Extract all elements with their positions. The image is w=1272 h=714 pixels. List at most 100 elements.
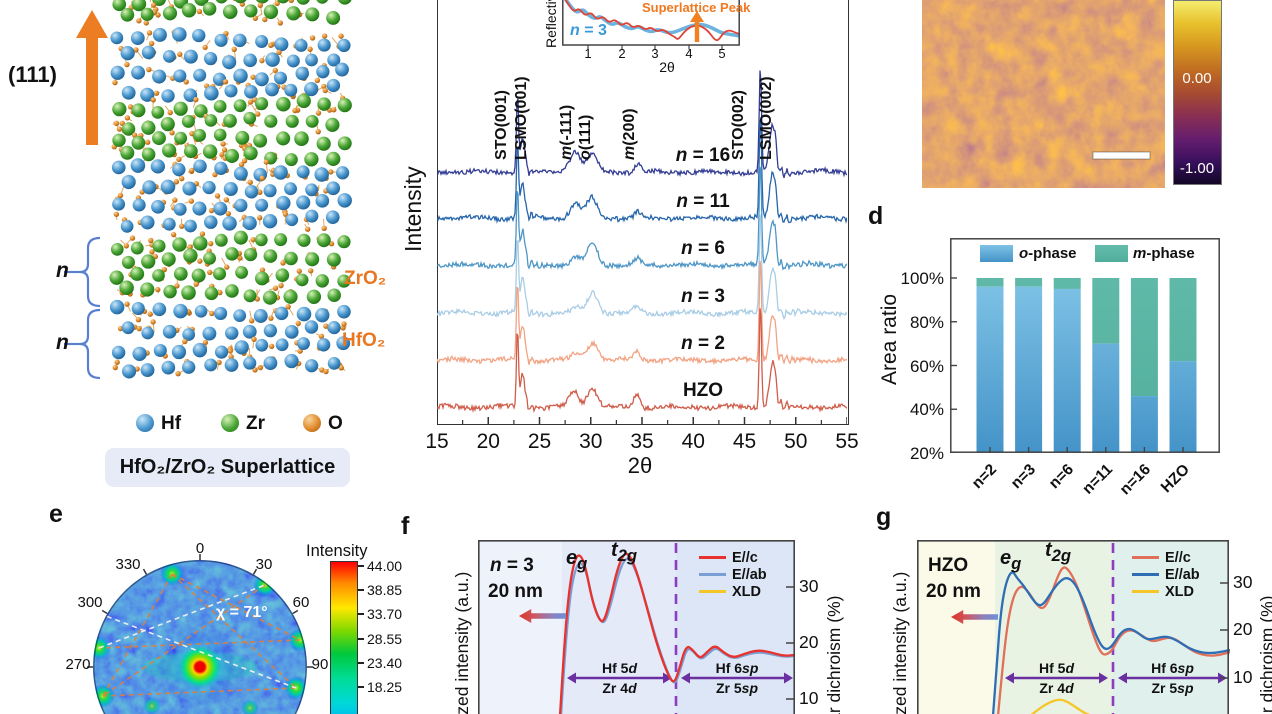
afm-colorbar [1173, 0, 1222, 185]
area-ratio-category-label: n=6 [1045, 461, 1078, 493]
xrr-x-tick-label: 1 [584, 46, 592, 61]
zr-atom-legend-dot [221, 414, 239, 432]
xrd-series-2 [437, 166, 847, 271]
xas-curve-E//ab [991, 571, 1230, 714]
xas-region-label: Hf 6sp [1151, 660, 1194, 676]
xas-f-plot [478, 540, 796, 714]
area-ratio-y-tick-label: 20% [909, 444, 944, 463]
xrd-series-label: n = 16 [675, 145, 731, 166]
area-ratio-y-tick-label: 80% [909, 312, 944, 332]
xrd-peak-label: m(200) [620, 108, 638, 160]
xrd-peak-label: o(111) [576, 114, 594, 160]
pole-colorbar-tick-mark [358, 661, 364, 664]
xrd-x-tick-label: 35 [630, 430, 654, 453]
xrd-series-label: n = 11 [676, 191, 730, 212]
area-ratio-y-tick-label: 40% [909, 400, 944, 420]
legend-label: E//c [1165, 549, 1191, 566]
xrd-x-tick-label: 25 [527, 430, 552, 453]
xas-g-sample-line1: HZO [928, 555, 969, 576]
xrd-peak-label: m(-111) [558, 104, 576, 160]
pole-colorbar-tick-label: 23.40 [367, 654, 403, 671]
xas-legend-entry: E//ab [699, 566, 767, 583]
panel-letter-e: e [49, 500, 63, 528]
direction-arrow-111 [76, 10, 108, 145]
area-ratio-y-tick-label: 60% [909, 356, 944, 376]
xas-region-label: Zr 5sp [715, 680, 759, 696]
hf-atom-legend-label: Hf [161, 413, 182, 434]
pole-colorbar-tick-mark [358, 686, 364, 688]
xas-legend-entry: XLD [1132, 583, 1194, 600]
xas-f-sample-line1: n = 3 [490, 555, 534, 576]
pole-colorbar-tick-mark [358, 613, 364, 616]
layer-label-zro2: ZrO₂ [344, 268, 387, 289]
area-ratio-legend-label: m-phase [1133, 245, 1195, 262]
pole-angle-label-90: 90 [311, 656, 329, 673]
legend-label: E//c [732, 549, 758, 566]
xrd-y-axis-label: Intensity [400, 166, 426, 252]
xas-f-right-axis-label: Linear dichroism (%) [824, 595, 844, 714]
xas-region-label: Zr 5sp [1151, 680, 1194, 696]
area-ratio-legend-label: o-phase [1019, 245, 1077, 262]
area-ratio-category-label: n=16 [1117, 461, 1155, 499]
xas-g-left-axis-label: Normalized intensity (a.u.) [890, 571, 910, 714]
pole-colorbar-tick-label: 38.85 [367, 582, 403, 599]
pole-chi-label: χ = 71° [216, 604, 268, 621]
repeat-label-n2: n [56, 331, 69, 354]
bar-o-n=2 [976, 286, 1004, 453]
area-ratio-y-tick-label: 100% [900, 269, 944, 288]
pole-colorbar-tick-mark [358, 589, 364, 592]
xas-curve-XLD [1030, 698, 1091, 714]
xas-g-plot [917, 540, 1230, 714]
xas-right-tick-label: 20 [799, 632, 819, 652]
xrr-x-tick-label: 3 [651, 46, 659, 61]
afm-topography-image [922, 0, 1165, 188]
legend-label: XLD [732, 583, 761, 600]
o-atom-legend-dot [303, 414, 321, 432]
legend-line-swatch [1132, 556, 1159, 559]
xrr-superlattice-annotation: Superlattice Peak [642, 0, 751, 15]
bar-o-HZO [1169, 361, 1197, 453]
legend-line-swatch [1132, 590, 1159, 593]
xas-legend-entry: E//ab [1132, 566, 1200, 583]
xrd-x-axis-label: 2θ [627, 453, 653, 478]
pole-figure-graphic [87, 554, 313, 714]
area-ratio-legend-swatch [980, 245, 1013, 262]
xrd-series-1 [437, 119, 847, 224]
pole-colorbar-tick-label: 44.00 [367, 558, 403, 574]
layer-label-hfo2: HfO₂ [342, 330, 386, 351]
bar-m-n=2 [976, 278, 1004, 287]
legend-label: XLD [1165, 583, 1194, 600]
xas-f-eg-peak-label: eg [566, 547, 588, 573]
xas-right-tick-label: 20 [1233, 619, 1253, 639]
afm-colorbar-min-label: -1.00 [1179, 160, 1215, 177]
area-ratio-legend-swatch [1095, 245, 1128, 262]
xrd-x-tick-label: 45 [732, 430, 757, 453]
xrd-series-label: HZO [682, 380, 724, 401]
legend-label: E//ab [732, 566, 767, 583]
afm-scale-bar [1092, 151, 1151, 160]
pole-angle-ticks [87, 554, 313, 668]
xas-right-tick-label: 30 [799, 576, 819, 596]
repeat-braces [64, 236, 101, 380]
pole-angle-label-300: 300 [77, 594, 103, 611]
area-ratio-category-label: HZO [1157, 461, 1194, 497]
pole-dashed-lines-orange [98, 573, 301, 697]
xrr-x-tick-label: 4 [685, 46, 693, 61]
xrr-inset-plot [562, 0, 740, 50]
xas-f-sample-line2: 20 nm [488, 581, 543, 602]
xrr-x-axis-label: 2θ [659, 59, 675, 75]
xrd-series-0 [437, 70, 847, 178]
xrr-x-tick-label: 2 [618, 46, 626, 61]
xas-right-tick-label: 10 [799, 688, 819, 708]
panel-letter-g: g [876, 503, 892, 531]
xas-region-label: Zr 4d [1039, 680, 1074, 696]
pole-colorbar-tick-label: 28.55 [367, 630, 403, 647]
area-ratio-category-label: n=2 [968, 461, 1001, 493]
pole-colorbar [330, 561, 358, 714]
pole-colorbar-tick-label: 18.25 [367, 679, 403, 695]
legend-line-swatch [699, 590, 726, 593]
legend-label: E//ab [1165, 566, 1200, 583]
bar-m-n=3 [1015, 278, 1043, 287]
xas-legend-entry: E//c [1132, 549, 1191, 566]
crystal-lattice [109, 0, 352, 379]
